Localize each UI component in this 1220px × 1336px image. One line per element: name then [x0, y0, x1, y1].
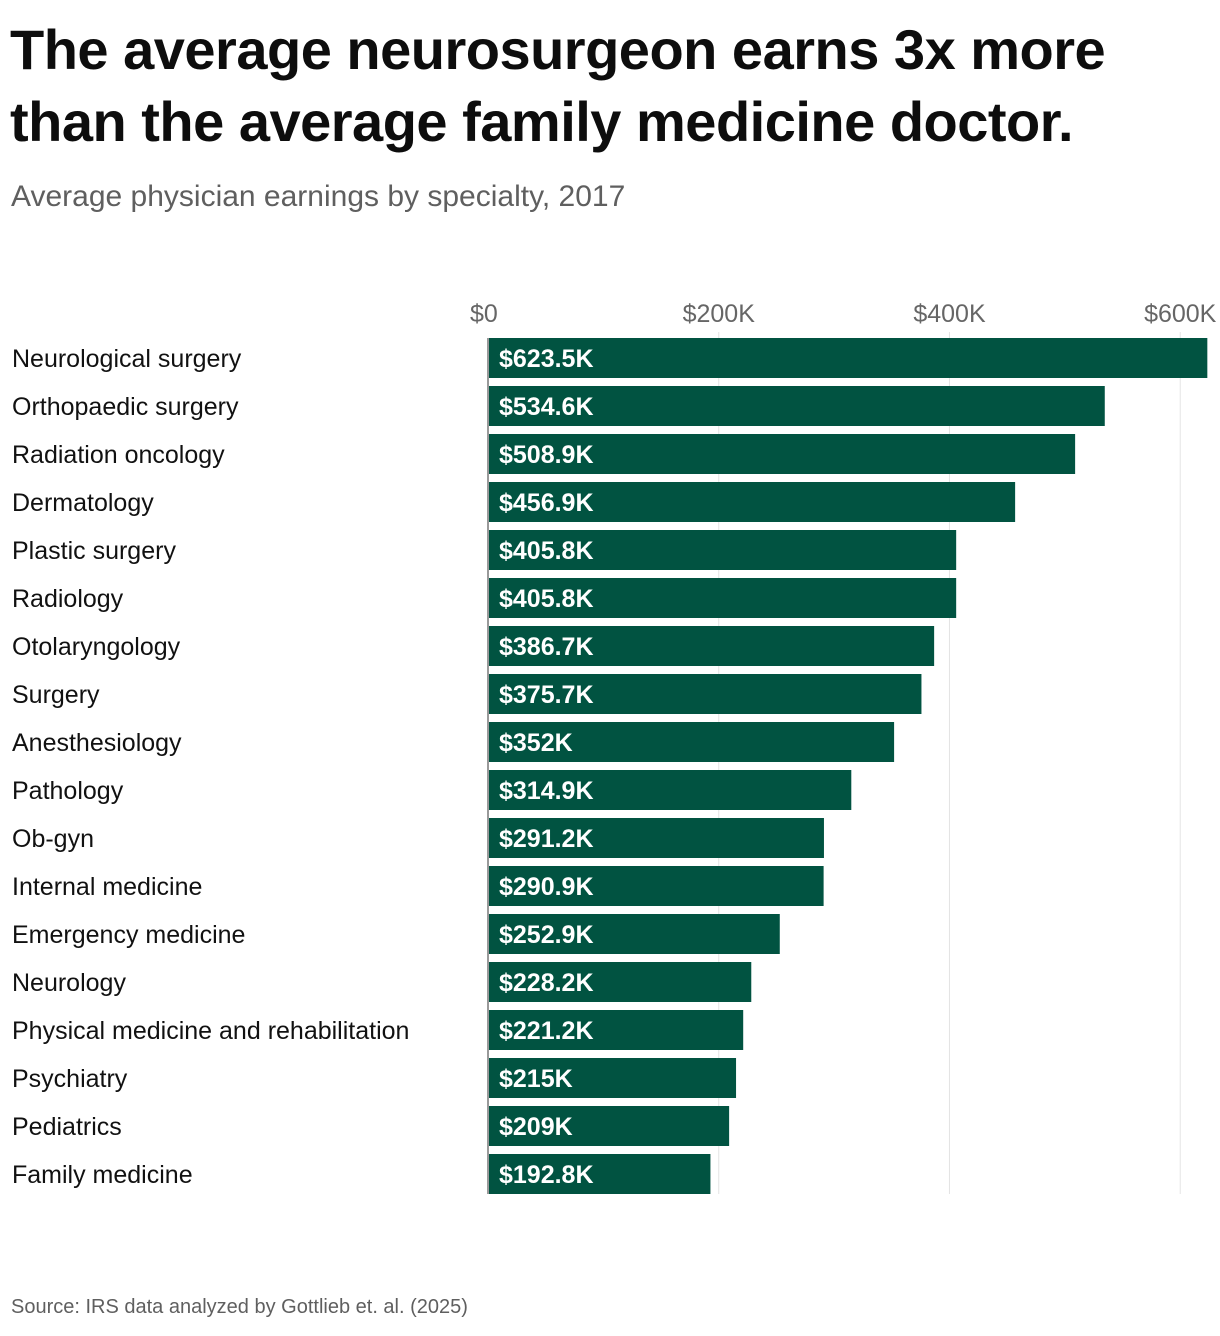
- bar: [488, 818, 824, 858]
- bar-value-label: $221.2K: [499, 1017, 594, 1045]
- bar-value-label: $192.8K: [499, 1161, 594, 1189]
- category-label: Pathology: [12, 777, 124, 805]
- category-label: Neurological surgery: [12, 345, 242, 373]
- bar-value-label: $508.9K: [499, 441, 594, 469]
- bar: [488, 530, 957, 570]
- bar-value-label: $352K: [499, 729, 573, 757]
- category-label: Psychiatry: [12, 1065, 128, 1093]
- category-label: Surgery: [12, 681, 100, 709]
- bar-value-label: $623.5K: [499, 345, 594, 373]
- bar: [488, 674, 922, 714]
- bar-value-label: $291.2K: [499, 825, 594, 853]
- chart-title: The average neurosurgeon earns 3x more t…: [10, 18, 1106, 153]
- category-label: Emergency medicine: [12, 921, 245, 949]
- bar: [488, 386, 1105, 426]
- bar: [488, 1154, 711, 1194]
- category-label: Otolaryngology: [12, 633, 181, 661]
- bar: [488, 866, 824, 906]
- category-label: Neurology: [12, 969, 126, 997]
- bar: [488, 482, 1016, 522]
- bar: [488, 434, 1076, 474]
- bar-value-label: $386.7K: [499, 633, 594, 661]
- x-tick-label: $400K: [913, 300, 986, 328]
- bar-value-label: $215K: [499, 1065, 573, 1093]
- bar-value-label: $252.9K: [499, 921, 594, 949]
- chart-subtitle: Average physician earnings by specialty,…: [11, 180, 626, 213]
- bar-value-label: $375.7K: [499, 681, 594, 709]
- bar-value-label: $314.9K: [499, 777, 594, 805]
- bar-value-label: $290.9K: [499, 873, 594, 901]
- bar-value-label: $405.8K: [499, 585, 594, 613]
- category-label: Family medicine: [12, 1161, 193, 1189]
- source-note: Source: IRS data analyzed by Gottlieb et…: [11, 1296, 468, 1318]
- category-label: Radiology: [12, 585, 124, 613]
- category-label: Orthopaedic surgery: [12, 393, 239, 421]
- bar: [488, 1106, 730, 1146]
- x-tick-label: $600K: [1144, 300, 1217, 328]
- bar: [488, 626, 935, 666]
- bar-value-label: $228.2K: [499, 969, 594, 997]
- x-tick-label: $0: [470, 300, 498, 328]
- bar: [488, 770, 852, 810]
- bar: [488, 1010, 744, 1050]
- bar: [488, 914, 780, 954]
- category-label: Plastic surgery: [12, 537, 176, 565]
- bar: [488, 338, 1208, 378]
- bar-value-label: $534.6K: [499, 393, 594, 421]
- category-label: Physical medicine and rehabilitation: [12, 1017, 409, 1045]
- bar: [488, 722, 895, 762]
- bar-value-label: $456.9K: [499, 489, 594, 517]
- bar: [488, 1058, 737, 1098]
- category-label: Internal medicine: [12, 873, 202, 901]
- category-label: Anesthesiology: [12, 729, 182, 757]
- bar: [488, 962, 752, 1002]
- bar-value-label: $209K: [499, 1113, 573, 1141]
- category-label: Dermatology: [12, 489, 154, 517]
- x-tick-label: $200K: [683, 300, 756, 328]
- category-label: Ob-gyn: [12, 825, 94, 853]
- bar: [488, 578, 957, 618]
- bar-value-label: $405.8K: [499, 537, 594, 565]
- category-label: Radiation oncology: [12, 441, 225, 469]
- category-label: Pediatrics: [12, 1113, 122, 1141]
